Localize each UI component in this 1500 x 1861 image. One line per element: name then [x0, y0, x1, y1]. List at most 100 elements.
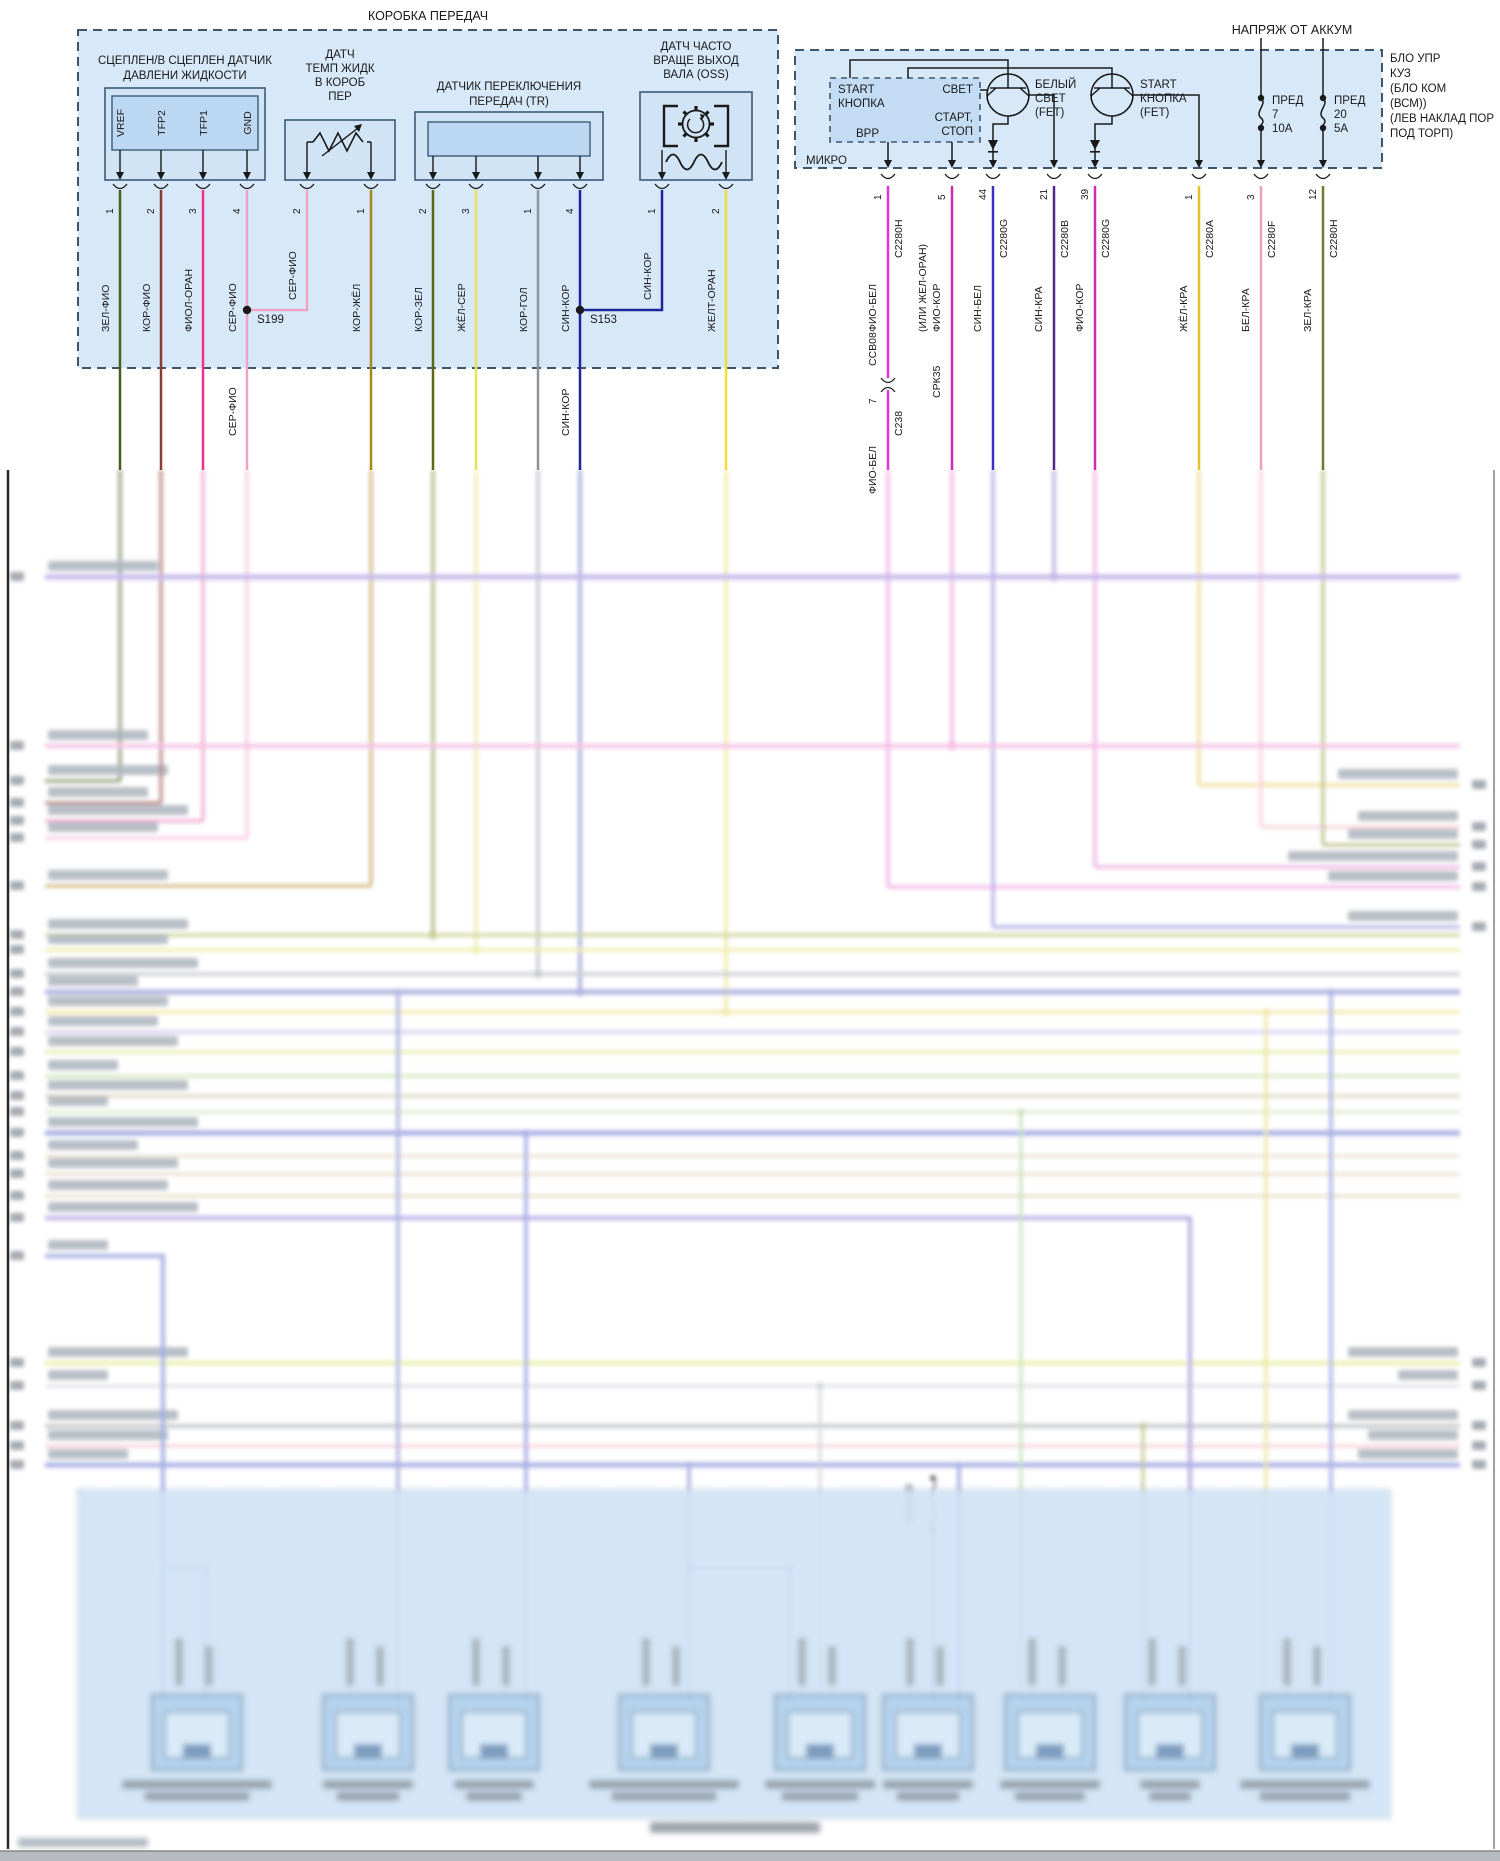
blurred-label [1288, 851, 1458, 861]
fet1-label: СВЕТ [1035, 93, 1066, 105]
tr-sensor-inner-box [427, 121, 591, 157]
wire-label: СИН-КОР [560, 389, 572, 436]
oss-rotation-arrow-head [700, 114, 705, 120]
blurred-label [1240, 1780, 1370, 1789]
arrow-icon [1091, 160, 1099, 168]
blurred-label [48, 1096, 108, 1106]
blurred-label [1472, 882, 1486, 891]
blurred-label [1178, 1646, 1186, 1686]
blurred-label [466, 1792, 522, 1801]
tr-sensor-label: ПЕРЕДАЧ (TR) [469, 96, 549, 108]
blurred-label [1015, 1792, 1085, 1801]
splice-dot [685, 1461, 693, 1469]
splice-dot [394, 988, 402, 996]
splice-dot [1017, 1108, 1025, 1116]
oss-bracket-right [714, 104, 730, 148]
blurred-label [10, 1441, 24, 1450]
splice-label-s153: S153 [590, 314, 617, 326]
diode-icons [988, 94, 1327, 153]
arrow-icon [116, 172, 124, 180]
blurred-label [1472, 840, 1486, 849]
blurred-label [48, 1060, 118, 1070]
start-box-label: КНОПКА [838, 98, 885, 110]
blurred-label [611, 1792, 717, 1801]
splice-dot [575, 305, 585, 315]
bcm-internal-wiring [849, 38, 1326, 160]
pin-name-label: TFP2 [156, 110, 168, 136]
component-inner-box [1137, 1711, 1203, 1759]
blurred-label [48, 1240, 108, 1250]
blurred-label [1472, 822, 1486, 831]
blurred-label [936, 1646, 944, 1686]
connector-arc-icon [530, 183, 546, 190]
wire-color-label: СИН-КОР [642, 253, 654, 300]
blurred-label [798, 1638, 806, 1686]
connector-arc-icon [153, 183, 169, 190]
pressure-sensor-inner-box [111, 95, 259, 151]
blurred-label [1058, 1646, 1066, 1686]
pin-number-label: 39 [1080, 188, 1091, 200]
pin-name-label: TFP1 [198, 110, 210, 136]
thermistor-arrow-head [354, 124, 362, 132]
blurred-label [10, 572, 24, 581]
blurred-label [18, 1838, 148, 1847]
arrow-icon [989, 160, 997, 168]
connector-arc-icon [239, 183, 255, 190]
pin-number-label: 5 [937, 194, 948, 200]
connector-label: C2280A [1204, 220, 1216, 258]
blurred-label [48, 765, 168, 775]
bottom-bar [0, 1851, 1500, 1861]
arrow-icon [243, 172, 251, 180]
fet1-label: (FET) [1035, 107, 1065, 119]
blurred-label [1368, 1430, 1458, 1440]
blurred-label [1472, 862, 1486, 871]
pin-number-label: 2 [418, 208, 429, 214]
arrow-icon [303, 172, 311, 180]
blurred-label [48, 1202, 198, 1212]
component-tab [914, 1744, 942, 1757]
blurred-label [10, 1169, 24, 1178]
arrow-icon [157, 172, 165, 180]
blurred-label [10, 816, 24, 825]
blurred-label [589, 1780, 739, 1789]
pin-number-label: 3 [461, 208, 472, 214]
blurred-label [48, 919, 188, 929]
component-tab [1156, 1744, 1184, 1757]
wire-color-label: КОР-ГОЛ [518, 287, 530, 332]
blurred-label [205, 1646, 213, 1686]
blurred-label [1348, 911, 1458, 921]
tr-sensor-label: ДАТЧИК ПЕРЕКЛЮЧЕНИЯ [437, 81, 581, 93]
splice-dot [1139, 1422, 1147, 1430]
wire-color-label: СИН-БЕЛ [972, 285, 984, 332]
start-box-label: СТОП [941, 126, 973, 138]
wire-color-label: ЗЕЛ-КРА [1302, 289, 1314, 332]
arrow-icon [1319, 160, 1327, 168]
thermistor-arrow [321, 127, 359, 157]
blurred-label [1472, 1441, 1486, 1450]
connector-label: C2280H [893, 219, 905, 258]
blurred-component-panel [18, 1489, 1391, 1847]
blurred-label [1140, 1780, 1200, 1789]
blurred-label [1028, 1638, 1036, 1686]
blurred-label [10, 969, 24, 978]
arrow-icon [1257, 160, 1265, 168]
fet1-label: БЕЛЫЙ [1035, 78, 1076, 91]
inline-connector-icon [880, 377, 896, 393]
wire-color-label: ФИО-БЕЛ [867, 284, 879, 332]
blurred-label [48, 1449, 128, 1459]
connector-label: C2280H [1328, 219, 1340, 258]
blurred-label [883, 1780, 973, 1789]
pin-number-label: 1 [647, 208, 658, 214]
wire-color-label: КОР-ЖЁЛ [351, 284, 363, 332]
blurred-label [10, 1358, 24, 1367]
connector-arc-icon [112, 183, 128, 190]
blurred-label [1472, 1358, 1486, 1367]
temp-sensor-label: ТЕМП ЖИДК [305, 63, 374, 75]
oss-gear-teeth [678, 106, 714, 142]
blurred-label [10, 1027, 24, 1036]
battery-feed-label: НАПРЯЖ ОТ АККУМ [1232, 23, 1353, 37]
fet1-icon-detail [986, 74, 1030, 97]
component-tab [1036, 1744, 1064, 1757]
wire-color-label: ЖЁЛ-КРА [1178, 285, 1190, 332]
blurred-label [10, 987, 24, 996]
